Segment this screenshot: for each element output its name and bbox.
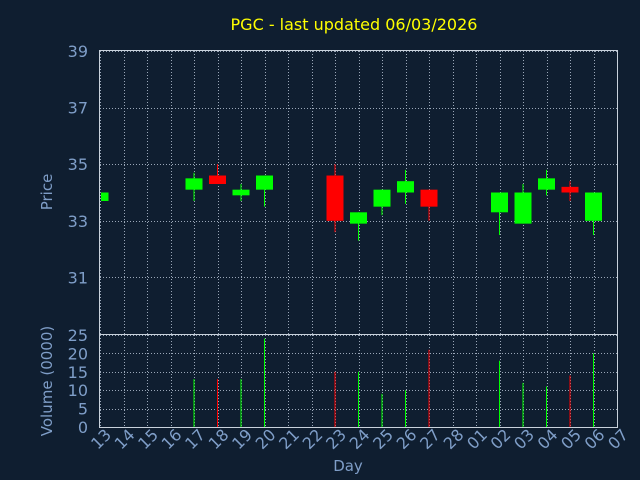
day-axis: 1314151617181920212223242526272801020304… xyxy=(87,425,632,453)
volume-tick-label: 15 xyxy=(68,363,88,382)
price-panel-frame xyxy=(99,50,618,335)
price-tick-label: 39 xyxy=(68,42,88,61)
candle-17 xyxy=(185,172,203,201)
price-grid xyxy=(100,51,618,334)
candle-19 xyxy=(232,184,250,201)
volume-panel-frame xyxy=(99,334,618,428)
volume-tick-label: 10 xyxy=(68,381,88,400)
price-tick-label: 37 xyxy=(68,99,88,118)
candle-body xyxy=(538,178,555,190)
candle-18 xyxy=(209,164,226,185)
candle-body xyxy=(256,175,273,190)
candle-body xyxy=(232,189,250,196)
candle-06 xyxy=(585,192,602,235)
candles xyxy=(101,164,602,241)
price-tick-label: 35 xyxy=(68,155,88,174)
candle-13 xyxy=(101,192,109,201)
volume-tick-label: 20 xyxy=(68,344,88,363)
price-axis-label: Price xyxy=(38,174,56,211)
candle-body xyxy=(491,192,508,213)
candle-27 xyxy=(420,189,438,221)
candle-24 xyxy=(350,212,367,241)
candle-20 xyxy=(256,175,273,207)
volume-tick-label: 0 xyxy=(78,418,88,437)
volume-tick-label: 25 xyxy=(68,326,88,345)
candle-body xyxy=(185,178,203,190)
candle-body xyxy=(514,192,532,224)
candle-03 xyxy=(514,184,532,224)
day-axis-label: Day xyxy=(333,457,363,475)
price-tick-label: 31 xyxy=(68,268,88,287)
price-axis: 31 33 35 37 39 xyxy=(68,42,88,287)
candle-26 xyxy=(397,169,414,204)
price-tick-label: 33 xyxy=(68,212,88,231)
candle-body xyxy=(585,192,602,221)
volume-bars xyxy=(193,338,594,427)
candle-body xyxy=(326,175,344,221)
candle-body xyxy=(397,181,414,193)
candle-body xyxy=(350,212,367,224)
candle-body xyxy=(373,189,391,207)
candle-25 xyxy=(373,189,391,216)
candle-body xyxy=(420,189,438,207)
candle-body xyxy=(101,192,109,201)
chart-title: PGC - last updated 06/03/2026 xyxy=(231,15,478,34)
candle-body xyxy=(561,186,579,193)
volume-tick-label: 5 xyxy=(78,400,88,419)
volume-axis-label: Volume (0000) xyxy=(38,326,56,436)
day-tick-label: 07 xyxy=(604,425,632,453)
candle-05 xyxy=(561,181,579,201)
candle-02 xyxy=(491,192,508,235)
candle-04 xyxy=(538,169,555,196)
candle-body xyxy=(209,175,226,185)
candle-23 xyxy=(326,164,344,233)
